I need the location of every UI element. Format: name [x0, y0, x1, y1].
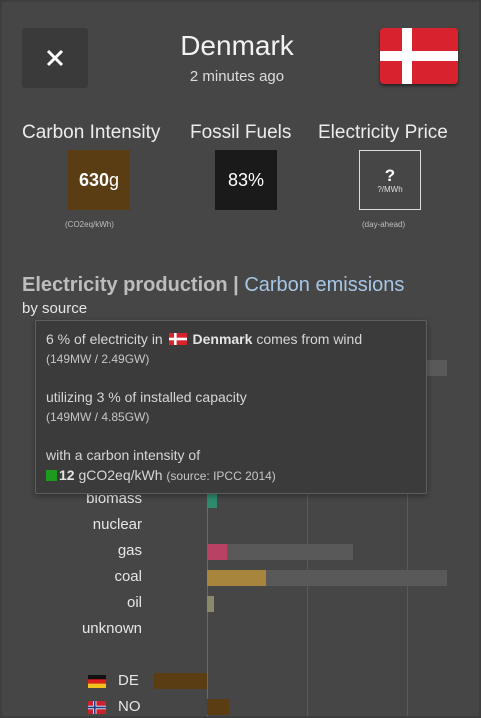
intensity-color-swatch — [46, 470, 57, 481]
exchange-bar-no[interactable] — [207, 699, 229, 715]
fossil-fuels-title: Fossil Fuels — [190, 122, 292, 143]
row-label-coal: coal — [114, 568, 142, 585]
tooltip-capacity-detail: (149MW / 4.85GW) — [46, 410, 150, 424]
exchange-bar-de[interactable] — [154, 673, 207, 689]
row-label-gas: gas — [117, 542, 142, 559]
by-source-label: by source — [22, 300, 88, 317]
exchange-label-de: DE — [118, 672, 139, 689]
carbon-intensity-unit-label: (CO2eq/kWh) — [65, 220, 114, 229]
tooltip-intensity-unit: gCO2eq/kWh — [78, 467, 163, 483]
flag-germany-icon — [88, 675, 106, 688]
fossil-fuels-box: 83% — [215, 150, 277, 210]
chart-gridline — [407, 332, 408, 716]
tooltip-intensity-value: 12 — [59, 467, 75, 483]
production-tooltip: 6 % of electricity in Denmark comes from… — [35, 320, 427, 494]
chart-gridline — [307, 332, 308, 716]
electricity-price-value: ? — [384, 165, 396, 185]
price-sublabel: (day-ahead) — [362, 220, 406, 229]
tooltip-intensity-source: (source: IPCC 2014) — [166, 469, 276, 483]
carbon-emissions-tab[interactable]: Carbon emissions — [244, 274, 405, 296]
tooltip-share-detail: (149MW / 2.49GW) — [46, 352, 150, 366]
row-label-biomass: biomass — [86, 490, 142, 507]
tooltip-capacity-line: utilizing 3 % of installed capacity — [46, 389, 247, 405]
carbon-intensity-value: 630 — [78, 169, 110, 190]
flag-norway-icon — [88, 701, 106, 714]
flag-denmark-icon — [380, 28, 458, 84]
close-icon — [46, 49, 64, 67]
row-label-nuclear: nuclear — [92, 516, 142, 533]
exchange-label-no: NO — [118, 698, 141, 715]
close-button[interactable] — [22, 28, 88, 88]
tooltip-share-line: 6 % of electricity in Denmark comes from… — [46, 331, 362, 347]
electricity-price-title: Electricity Price — [318, 122, 448, 143]
gas-capacity-bar — [207, 544, 353, 560]
carbon-intensity-title: Carbon Intensity — [22, 122, 161, 143]
tooltip-share-text: 6 % of electricity in — [46, 331, 163, 347]
tooltip-intensity-value-line: 12 gCO2eq/kWh (source: IPCC 2014) — [46, 467, 276, 483]
flag-denmark-icon — [168, 333, 187, 345]
last-updated: 2 minutes ago — [189, 68, 285, 85]
production-tab[interactable]: Electricity production — [22, 274, 228, 296]
fossil-fuels-value: 83% — [227, 169, 265, 190]
gas-bar[interactable] — [207, 544, 227, 560]
carbon-intensity-unit: g — [109, 169, 120, 190]
chart-zero-axis — [207, 332, 208, 716]
row-label-oil: oil — [126, 594, 142, 611]
country-title: Denmark — [180, 30, 294, 61]
tab-separator: | — [227, 274, 245, 296]
section-heading: Electricity production | Carbon emission… — [22, 274, 404, 297]
row-label-unknown: unknown — [81, 620, 142, 637]
biomass-bar[interactable] — [207, 492, 217, 508]
coal-bar[interactable] — [207, 570, 266, 586]
carbon-intensity-box: 630g — [68, 150, 130, 210]
electricity-price-unit: ?/MWh — [377, 184, 403, 194]
tooltip-country: Denmark — [192, 331, 253, 347]
coal-capacity-bar — [207, 570, 447, 586]
electricity-price-box: ? ?/MWh — [359, 150, 421, 210]
tooltip-intensity-line: with a carbon intensity of — [46, 447, 201, 463]
oil-bar[interactable] — [207, 596, 214, 612]
tooltip-source-text: comes from wind — [256, 331, 363, 347]
